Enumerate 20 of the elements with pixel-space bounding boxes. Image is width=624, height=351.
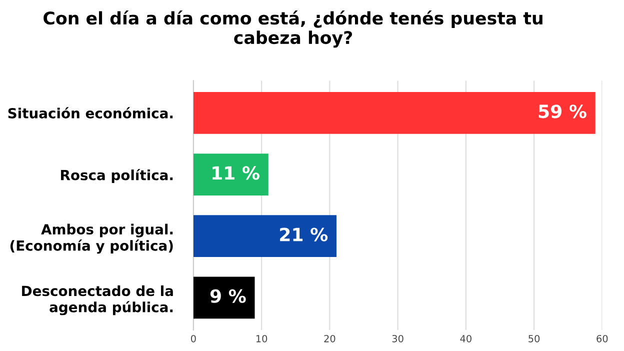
y-tick-label: Desconectado de la agenda pública. (22, 285, 173, 316)
bar (193, 154, 268, 196)
x-tick-label: 0 (190, 334, 196, 342)
x-tick-label: 50 (528, 334, 540, 342)
data-label: 59 % (538, 104, 586, 118)
y-tick-label: Situación económica. (8, 107, 173, 118)
x-tick-label: 30 (392, 334, 404, 342)
x-tick-label: 40 (460, 334, 472, 342)
chart-title: Con el día a día como está, ¿dónde tenés puesta tu cabeza hoy? (44, 10, 542, 48)
bar (193, 215, 336, 258)
x-tick-label: 20 (324, 334, 336, 342)
bar (193, 276, 255, 319)
data-label: 11 % (212, 166, 260, 180)
data-label: 21 % (280, 228, 328, 242)
y-tick-label: Rosca política. (61, 169, 173, 183)
x-tick-label: 10 (256, 334, 268, 342)
bar (193, 92, 596, 134)
data-label: 9 % (210, 289, 246, 303)
y-tick-label: Ambos por igual. (Economía y política) (10, 224, 173, 254)
x-tick-label: 60 (596, 334, 608, 342)
